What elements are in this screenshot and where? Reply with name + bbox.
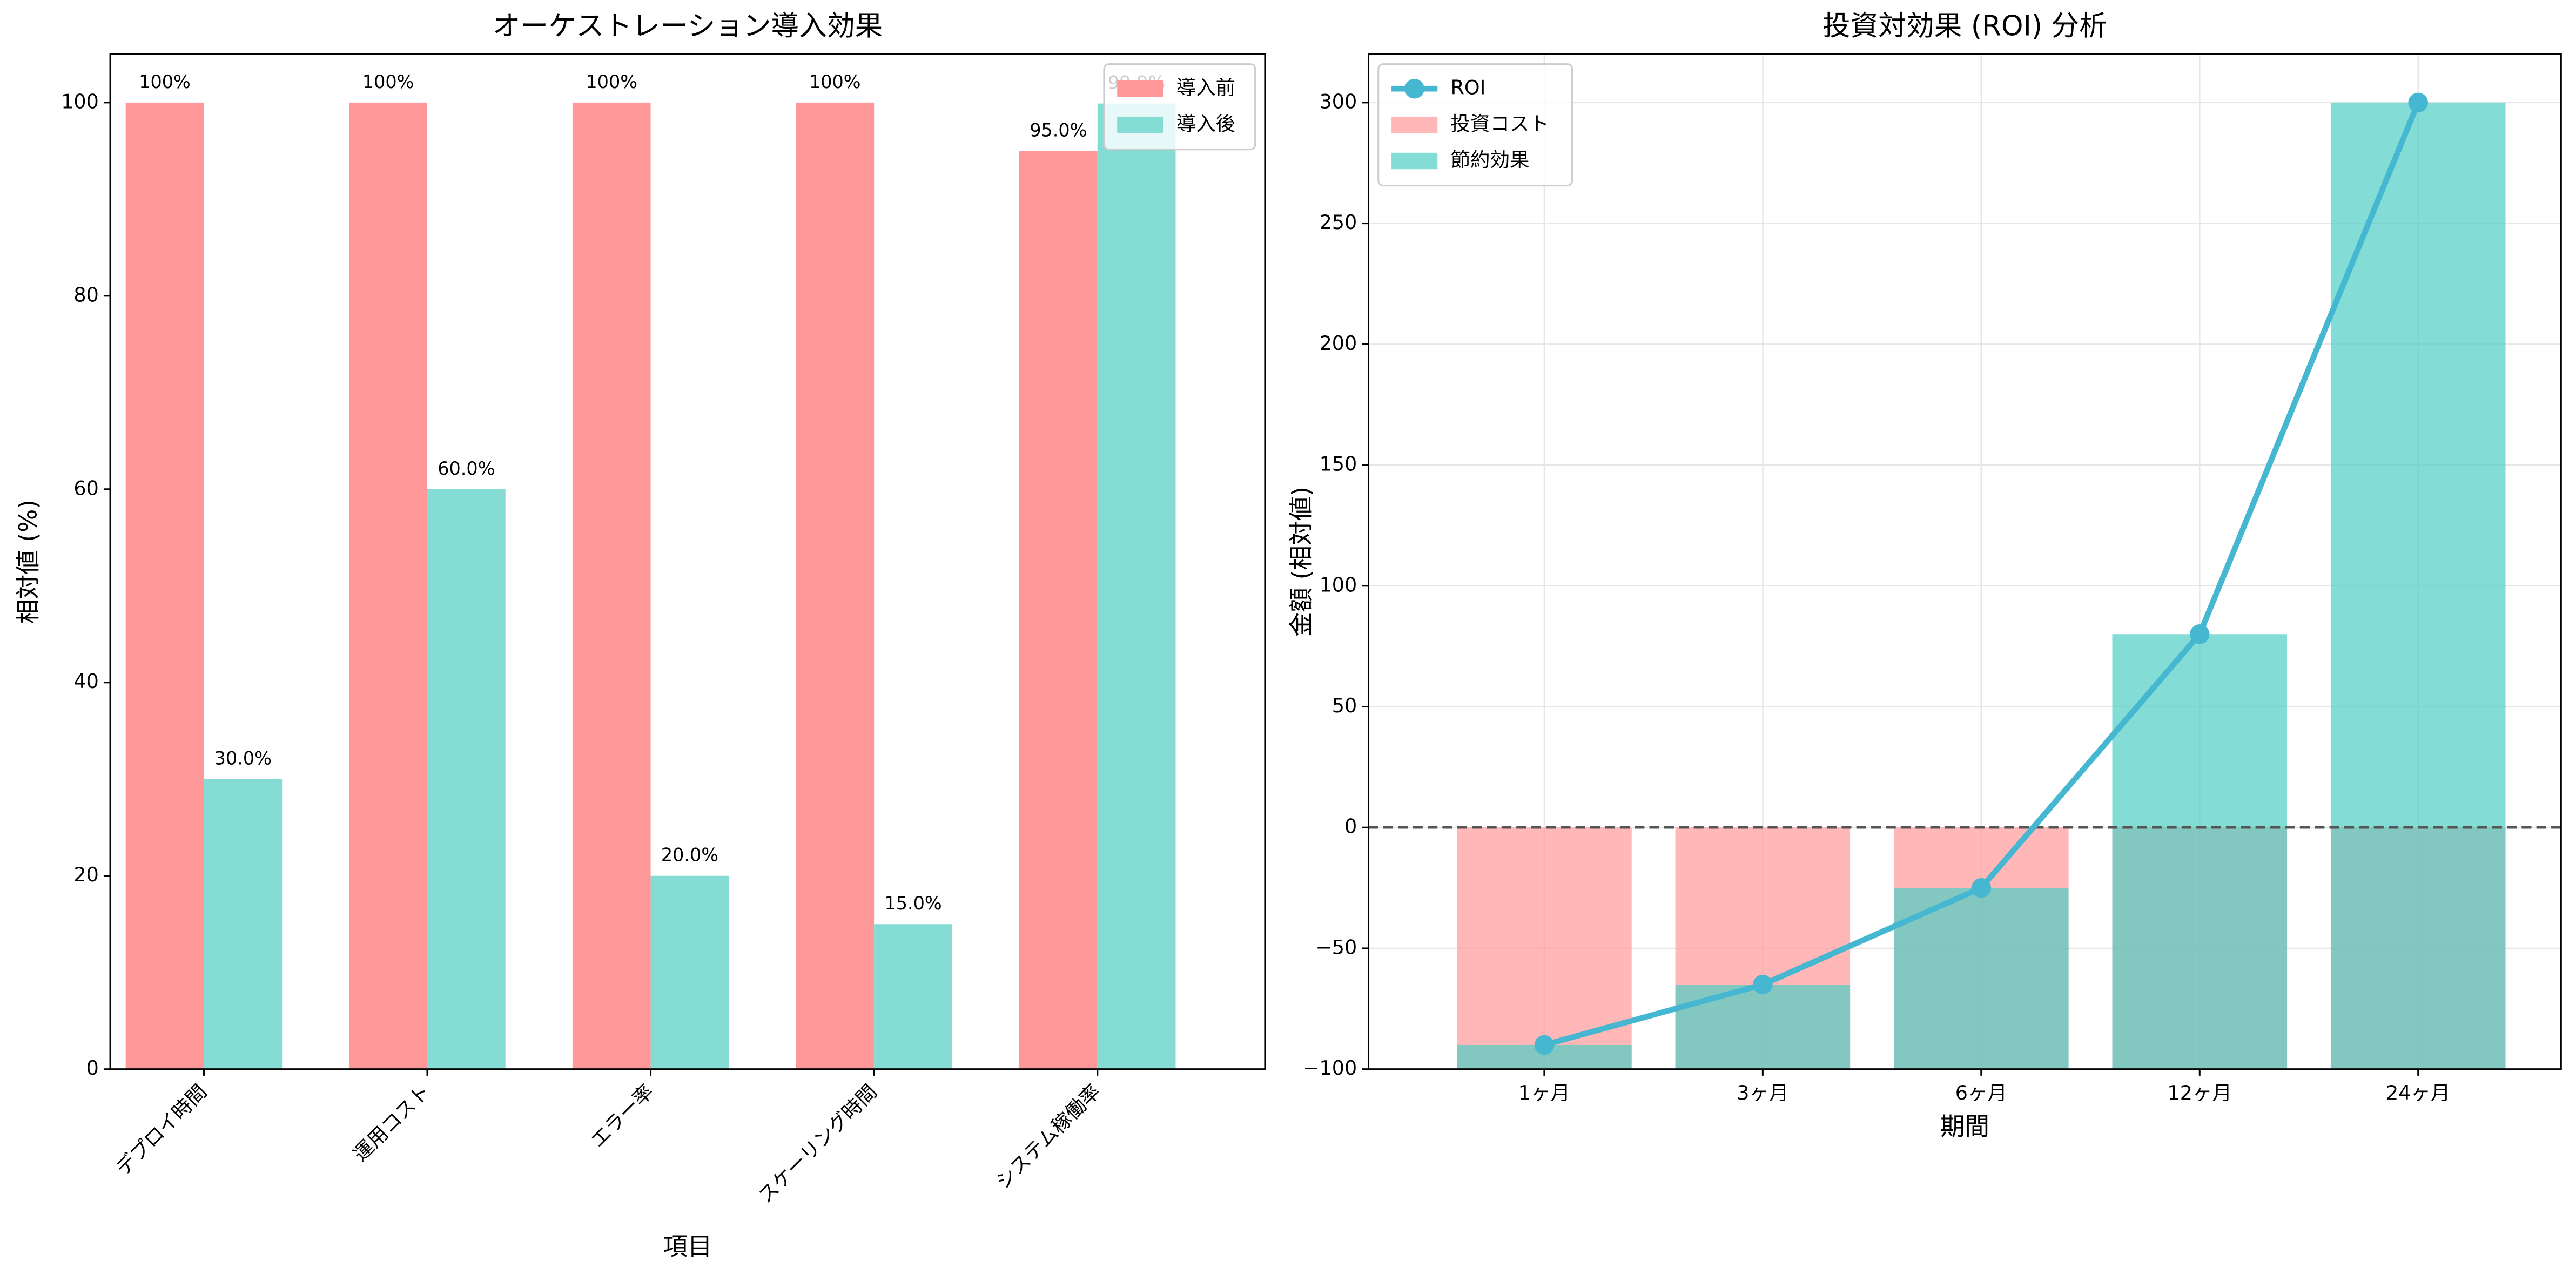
x-tick-label: システム稼働率 <box>991 1080 1105 1194</box>
x-axis-label: 期間 <box>1940 1113 1989 1141</box>
legend-swatch <box>1391 152 1438 170</box>
legend-label: ROI <box>1451 76 1486 99</box>
value-label: 100% <box>586 71 637 92</box>
y-tick-label: 100 <box>1320 573 1357 596</box>
y-axis-label: 金額 (相対値) <box>1287 487 1315 637</box>
legend-label: 節約効果 <box>1451 149 1530 172</box>
roi-point <box>2408 92 2428 113</box>
value-label: 30.0% <box>214 748 272 769</box>
roi-point <box>1971 878 1992 898</box>
y-axis-label: 相対値 (%) <box>14 500 43 624</box>
y-tick-label: 40 <box>73 670 98 693</box>
legend-marker <box>1404 78 1424 99</box>
x-tick-label: 3ヶ月 <box>1737 1081 1788 1104</box>
bar <box>2112 634 2288 1069</box>
y-tick-label: 0 <box>1344 815 1357 838</box>
legend-label: 導入後 <box>1176 112 1235 136</box>
roi-point <box>1753 974 1773 995</box>
legend-label: 導入前 <box>1176 76 1235 99</box>
y-tick-label: 0 <box>86 1056 99 1080</box>
bar <box>349 102 428 1069</box>
value-label: 100% <box>809 71 861 92</box>
y-tick-label: 50 <box>1332 694 1357 717</box>
y-tick-label: 200 <box>1320 332 1357 355</box>
bar <box>125 102 204 1069</box>
plot-area <box>1368 54 2561 1069</box>
x-tick-label: 1ヶ月 <box>1518 1081 1570 1104</box>
plot-area <box>125 102 1176 1069</box>
legend-swatch <box>1391 116 1438 133</box>
y-tick-label: −50 <box>1315 935 1357 959</box>
x-axis-label: 項目 <box>663 1232 712 1261</box>
value-label: 95.0% <box>1030 119 1087 140</box>
bar <box>204 779 283 1069</box>
bar <box>1097 103 1176 1069</box>
y-tick-label: 100 <box>61 90 99 113</box>
x-tick-label: スケーリング時間 <box>754 1080 882 1208</box>
value-label: 60.0% <box>438 458 495 479</box>
roi-point <box>2190 624 2210 644</box>
chart-title: 投資対効果 (ROI) 分析 <box>1822 10 2107 43</box>
roi-point <box>1534 1035 1555 1055</box>
x-tick-label: 運用コスト <box>348 1080 434 1166</box>
x-tick-label: 12ヶ月 <box>2168 1081 2232 1104</box>
legend-swatch <box>1117 116 1163 133</box>
legend-label: 投資コスト <box>1451 112 1549 136</box>
y-tick-label: 20 <box>73 863 98 886</box>
y-tick-label: −100 <box>1303 1056 1357 1080</box>
y-tick-label: 250 <box>1320 211 1357 234</box>
chart-title: オーケストレーション導入効果 <box>493 10 883 43</box>
value-label: 15.0% <box>884 893 941 914</box>
value-label: 100% <box>362 71 414 92</box>
x-tick-label: デプロイ時間 <box>111 1080 211 1180</box>
legend-swatch <box>1117 80 1163 97</box>
axes-frame <box>1367 53 2562 1070</box>
x-tick-label: エラー率 <box>586 1080 658 1152</box>
bar <box>650 875 729 1069</box>
value-label: 20.0% <box>661 845 718 866</box>
axes-frame <box>109 53 1266 1070</box>
x-tick-label: 6ヶ月 <box>1955 1081 2007 1104</box>
bar <box>572 102 651 1069</box>
y-tick-label: 300 <box>1320 90 1357 113</box>
bar <box>796 102 875 1069</box>
x-tick-label: 24ヶ月 <box>2386 1081 2450 1104</box>
bar <box>1894 888 2069 1069</box>
y-tick-label: 150 <box>1320 453 1357 476</box>
y-tick-label: 60 <box>73 476 98 500</box>
bar <box>1675 985 1851 1069</box>
y-tick-label: 80 <box>73 283 98 306</box>
bar <box>427 489 506 1069</box>
bar <box>1457 827 1632 1069</box>
value-label: 100% <box>139 71 191 92</box>
bar <box>2330 102 2506 1069</box>
bar <box>874 924 952 1069</box>
bar <box>1019 151 1098 1069</box>
